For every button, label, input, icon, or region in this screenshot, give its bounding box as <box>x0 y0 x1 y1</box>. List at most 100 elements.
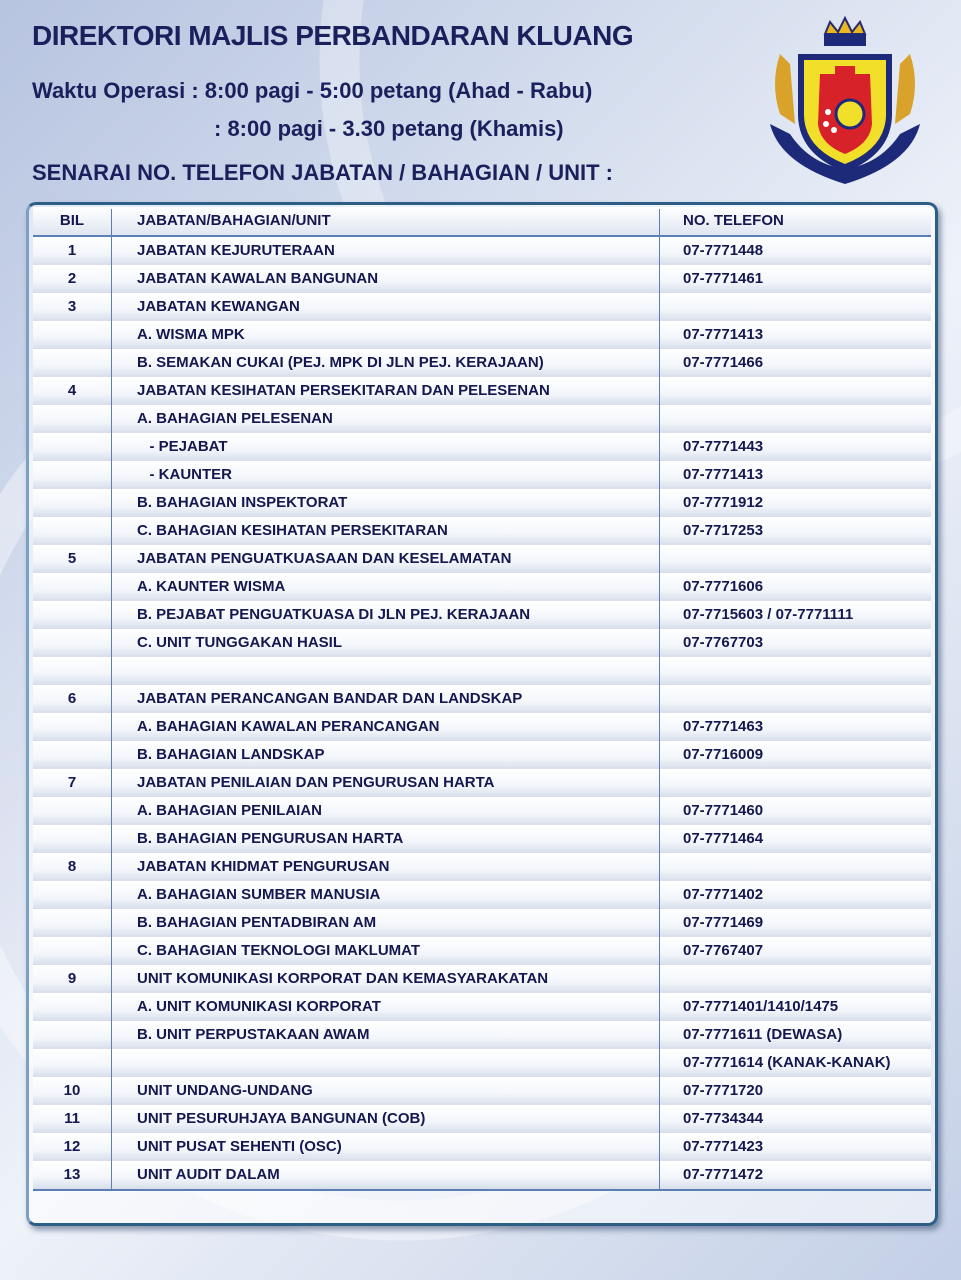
cell-department: JABATAN PENGUATKUASAAN DAN KESELAMATAN <box>137 550 512 567</box>
cell-telephone: 07-7734344 <box>683 1110 764 1127</box>
table-row: 12 UNIT PUSAT SEHENTI (OSC) 07-7771423 <box>33 1133 931 1163</box>
table-row: A. BAHAGIAN SUMBER MANUSIA 07-7771402 <box>33 881 931 911</box>
page-title: DIREKTORI MAJLIS PERBANDARAN KLUANG <box>32 20 634 51</box>
cell-telephone: 07-7771463 <box>683 718 764 735</box>
cell-department: JABATAN KEJURUTERAAN <box>137 242 335 259</box>
cell-bil: 11 <box>64 1110 80 1127</box>
table-row: 4 JABATAN KESIHATAN PERSEKITARAN DAN PELE… <box>33 377 931 407</box>
cell-bil: 6 <box>67 690 77 707</box>
cell-bil: 12 <box>63 1138 81 1155</box>
table-row: B. BAHAGIAN INSPEKTORAT 07-7771912 <box>33 489 931 519</box>
table-row: - PEJABAT 07-7771443 <box>33 433 931 463</box>
cell-department: B. UNIT PERPUSTAKAAN AWAM <box>137 1026 370 1043</box>
table-row: B. BAHAGIAN PENTADBIRAN AM 07-7771469 <box>33 909 931 939</box>
cell-department: - KAUNTER <box>137 466 233 483</box>
table-row: A. BAHAGIAN PENILAIAN 07-7771460 <box>33 797 931 827</box>
table-row: 5 JABATAN PENGUATKUASAAN DAN KESELAMATAN <box>33 545 931 575</box>
cell-telephone: 07-7771460 <box>683 802 764 819</box>
cell-bil: 1 <box>67 242 77 259</box>
table-row: 2 JABATAN KAWALAN BANGUNAN 07-7771461 <box>33 265 931 295</box>
operating-hours-thursday: : 8:00 pagi - 3.30 petang (Khamis) <box>214 116 564 141</box>
table-row: 3 JABATAN KEWANGAN <box>33 293 931 323</box>
table-row: 13 UNIT AUDIT DALAM 07-7771472 <box>33 1161 931 1191</box>
cell-department: B. PEJABAT PENGUATKUASA DI JLN PEJ. KERA… <box>137 606 531 623</box>
table-row: C. UNIT TUNGGAKAN HASIL 07-7767703 <box>33 629 931 659</box>
cell-bil: 13 <box>63 1166 81 1183</box>
table-row: 8 JABATAN KHIDMAT PENGURUSAN <box>33 853 931 883</box>
cell-telephone: 07-7715603 / 07-7771111 <box>683 606 854 623</box>
cell-department: JABATAN PENILAIAN DAN PENGURUSAN HARTA <box>137 774 495 791</box>
cell-telephone: 07-7717253 <box>683 522 764 539</box>
column-header-department: JABATAN/BAHAGIAN/UNIT <box>137 212 331 229</box>
table-row: B. SEMAKAN CUKAI (PEJ. MPK DI JLN PEJ. K… <box>33 349 931 379</box>
table-row: 07-7771614 (KANAK-KANAK) <box>33 1049 931 1079</box>
operating-hours-weekdays: Waktu Operasi : 8:00 pagi - 5:00 petang … <box>32 78 593 103</box>
cell-department: JABATAN PERANCANGAN BANDAR DAN LANDSKAP <box>137 690 523 707</box>
cell-department: A. UNIT KOMUNIKASI KORPORAT <box>137 998 381 1015</box>
table-row: 10 UNIT UNDANG-UNDANG 07-7771720 <box>33 1077 931 1107</box>
table-row: - KAUNTER 07-7771413 <box>33 461 931 491</box>
table-row: C. BAHAGIAN KESIHATAN PERSEKITARAN 07-771… <box>33 517 931 547</box>
cell-telephone: 07-7771614 (KANAK-KANAK) <box>683 1054 891 1071</box>
cell-department: A. BAHAGIAN KAWALAN PERANCANGAN <box>137 718 440 735</box>
cell-telephone: 07-7771461 <box>683 270 764 287</box>
cell-department: B. BAHAGIAN INSPEKTORAT <box>137 494 348 511</box>
cell-department: JABATAN KHIDMAT PENGURUSAN <box>137 858 390 875</box>
cell-department: UNIT KOMUNIKASI KORPORAT DAN KEMASYARAKA… <box>137 970 549 987</box>
table-header-row: BIL JABATAN/BAHAGIAN/UNIT NO. TELEFON <box>33 207 931 237</box>
column-header-telephone: NO. TELEFON <box>683 212 784 229</box>
cell-telephone: 07-7771413 <box>683 326 764 343</box>
cell-telephone: 07-7771912 <box>683 494 764 511</box>
cell-department: UNIT UNDANG-UNDANG <box>137 1082 313 1099</box>
cell-department: A. BAHAGIAN PENILAIAN <box>137 802 323 819</box>
table-row: B. BAHAGIAN LANDSKAP 07-7716009 <box>33 741 931 771</box>
table-row: B. PEJABAT PENGUATKUASA DI JLN PEJ. KERA… <box>33 601 931 631</box>
cell-department: B. BAHAGIAN LANDSKAP <box>137 746 325 763</box>
cell-telephone: 07-7771611 (DEWASA) <box>683 1026 843 1043</box>
cell-department: C. UNIT TUNGGAKAN HASIL <box>137 634 342 651</box>
table-row: 9 UNIT KOMUNIKASI KORPORAT DAN KEMASYARAK… <box>33 965 931 995</box>
cell-telephone: 07-7771466 <box>683 354 764 371</box>
table-row: 6 JABATAN PERANCANGAN BANDAR DAN LANDSKAP <box>33 685 931 715</box>
column-divider <box>111 209 112 1191</box>
cell-bil: 5 <box>67 550 77 567</box>
cell-department: A. BAHAGIAN SUMBER MANUSIA <box>137 886 381 903</box>
cell-department: A. KAUNTER WISMA <box>137 578 286 595</box>
cell-telephone: 07-7771413 <box>683 466 764 483</box>
cell-telephone: 07-7767703 <box>683 634 764 651</box>
cell-telephone: 07-7771448 <box>683 242 764 259</box>
table-row: A. WISMA MPK 07-7771413 <box>33 321 931 351</box>
cell-bil: 8 <box>67 858 77 875</box>
cell-telephone: 07-7767407 <box>683 942 764 959</box>
cell-telephone: 07-7771472 <box>683 1166 764 1183</box>
cell-department: UNIT PESURUHJAYA BANGUNAN (COB) <box>137 1110 426 1127</box>
cell-bil: 3 <box>67 298 77 315</box>
cell-department: B. SEMAKAN CUKAI (PEJ. MPK DI JLN PEJ. K… <box>137 354 544 371</box>
table-row: C. BAHAGIAN TEKNOLOGI MAKLUMAT 07-7767407 <box>33 937 931 967</box>
cell-bil: 10 <box>63 1082 81 1099</box>
table-row: A. BAHAGIAN PELESENAN <box>33 405 931 435</box>
cell-telephone: 07-7771402 <box>683 886 764 903</box>
cell-bil: 9 <box>67 970 77 987</box>
cell-department: B. BAHAGIAN PENTADBIRAN AM <box>137 914 377 931</box>
cell-telephone: 07-7716009 <box>683 746 764 763</box>
cell-telephone: 07-7771464 <box>683 830 764 847</box>
cell-telephone: 07-7771443 <box>683 438 764 455</box>
cell-department: UNIT AUDIT DALAM <box>137 1166 280 1183</box>
table-row: 7 JABATAN PENILAIAN DAN PENGURUSAN HARTA <box>33 769 931 799</box>
cell-department: JABATAN KESIHATAN PERSEKITARAN DAN PELES… <box>137 382 550 399</box>
table-row: A. BAHAGIAN KAWALAN PERANCANGAN 07-777146… <box>33 713 931 743</box>
mpk-crest-logo <box>770 15 920 184</box>
cell-telephone: 07-7771423 <box>683 1138 764 1155</box>
cell-department: B. BAHAGIAN PENGURUSAN HARTA <box>137 830 404 847</box>
cell-department: UNIT PUSAT SEHENTI (OSC) <box>137 1138 342 1155</box>
cell-telephone: 07-7771401/1410/1475 <box>683 998 839 1015</box>
cell-department: C. BAHAGIAN KESIHATAN PERSEKITARAN <box>137 522 448 539</box>
cell-telephone: 07-7771469 <box>683 914 764 931</box>
directory-table: BIL JABATAN/BAHAGIAN/UNIT NO. TELEFON 1 J… <box>26 202 938 1226</box>
cell-department: A. WISMA MPK <box>137 326 245 343</box>
cell-telephone: 07-7771720 <box>683 1082 764 1099</box>
table-row: B. UNIT PERPUSTAKAAN AWAM 07-7771611 (DEW… <box>33 1021 931 1051</box>
cell-telephone: 07-7771606 <box>683 578 764 595</box>
cell-bil: 4 <box>67 382 77 399</box>
